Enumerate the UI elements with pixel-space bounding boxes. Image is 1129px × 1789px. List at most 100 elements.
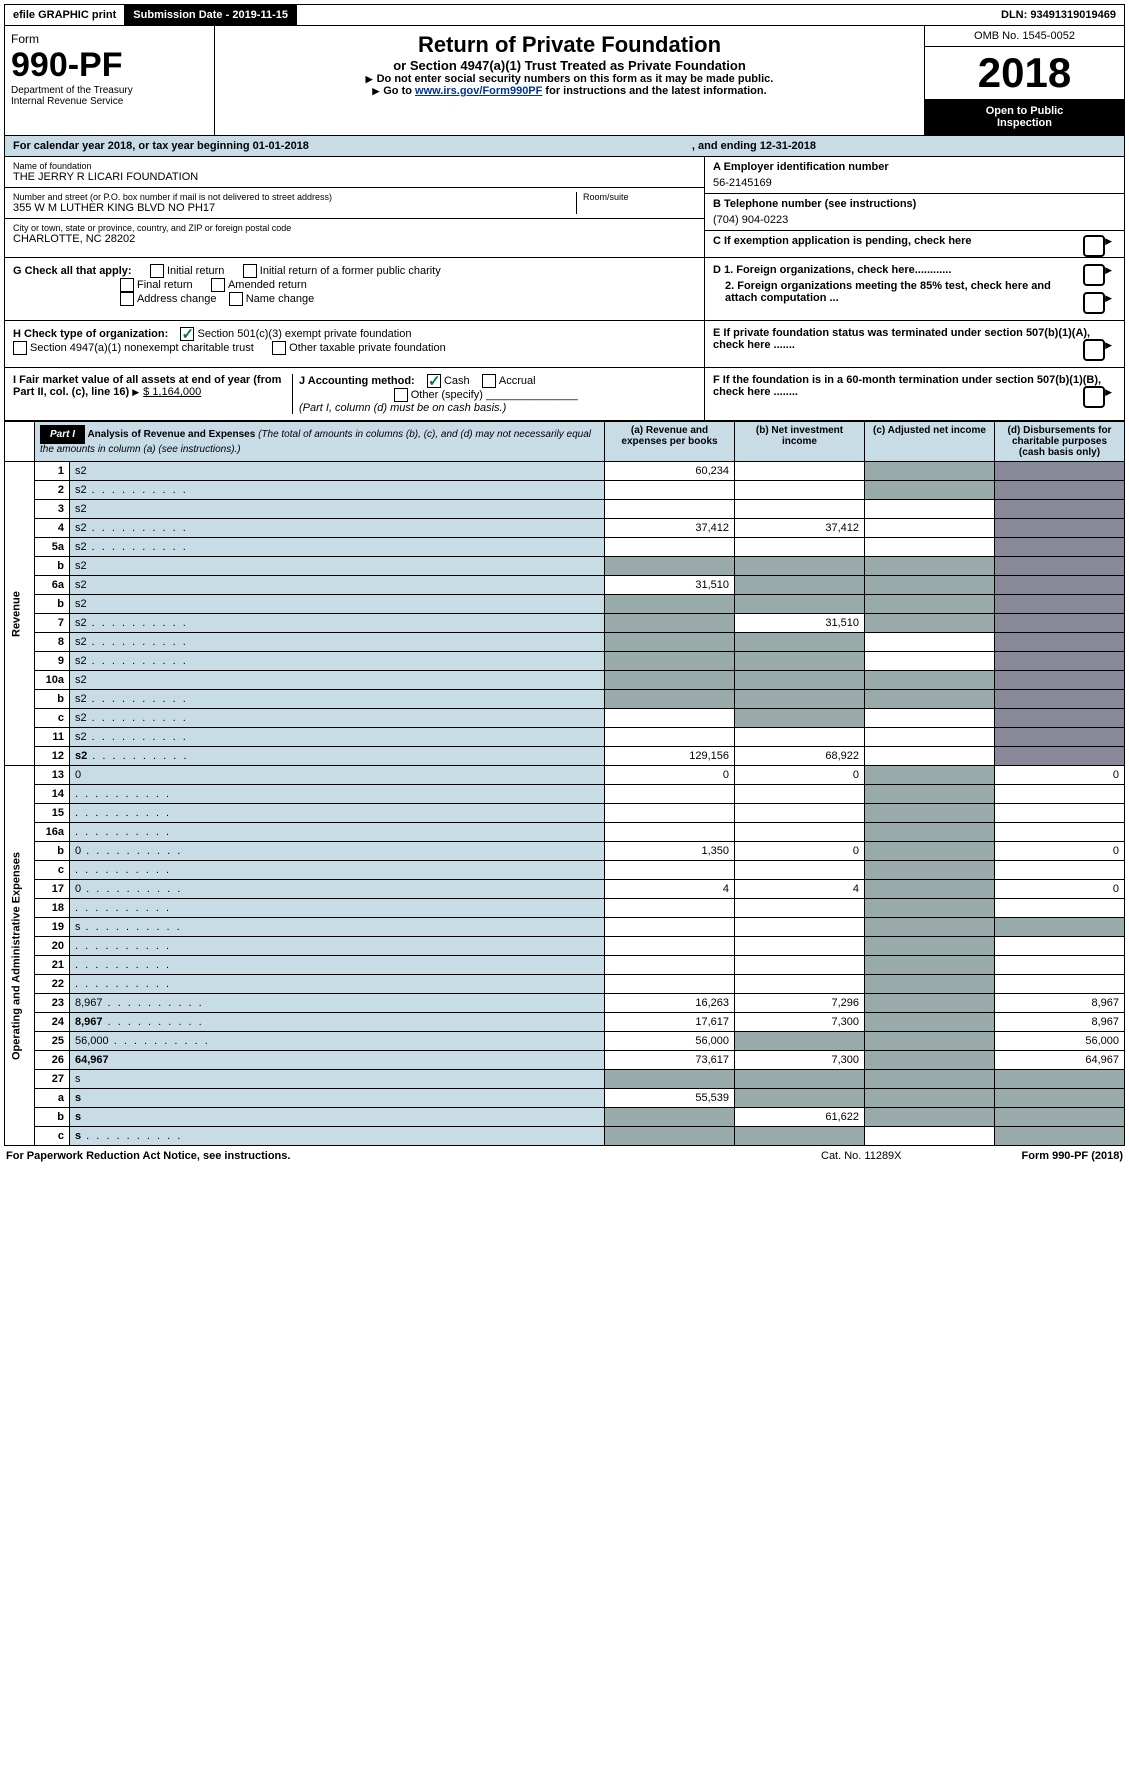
row-description: 0 (70, 842, 605, 861)
501c3-checkbox[interactable] (180, 327, 194, 341)
row-number: 23 (35, 994, 70, 1013)
section-i-j-row: I Fair market value of all assets at end… (4, 368, 1125, 421)
cell-a: 31,510 (605, 576, 735, 595)
cell-b (735, 500, 865, 519)
ein-label: A Employer identification number (713, 161, 1116, 173)
former-charity-checkbox[interactable] (243, 264, 257, 278)
row-number: 8 (35, 633, 70, 652)
cell-d: 8,967 (995, 994, 1125, 1013)
cell-d (995, 1070, 1125, 1089)
table-row: 2556,00056,00056,000 (5, 1032, 1125, 1051)
cell-c (865, 899, 995, 918)
table-row: 7s231,510 (5, 614, 1125, 633)
accrual-checkbox[interactable] (482, 374, 496, 388)
irs: Internal Revenue Service (11, 96, 208, 107)
row-number: b (35, 690, 70, 709)
cat-no: Cat. No. 11289X (821, 1150, 902, 1162)
d1-checkbox[interactable] (1083, 264, 1105, 286)
address-change-checkbox[interactable] (120, 292, 134, 306)
row-number: 20 (35, 937, 70, 956)
cell-b (735, 1089, 865, 1108)
cash-checkbox[interactable] (427, 374, 441, 388)
initial-return-checkbox[interactable] (150, 264, 164, 278)
cell-b (735, 462, 865, 481)
cell-b: 37,412 (735, 519, 865, 538)
table-row: 22 (5, 975, 1125, 994)
cell-c (865, 804, 995, 823)
row-number: 22 (35, 975, 70, 994)
row-number: 10a (35, 671, 70, 690)
row-description: 56,000 (70, 1032, 605, 1051)
name-label: Name of foundation (13, 161, 696, 171)
h-label: H Check type of organization: (13, 328, 168, 340)
row-number: b (35, 1108, 70, 1127)
name-change-checkbox[interactable] (229, 292, 243, 306)
cell-a: 16,263 (605, 994, 735, 1013)
table-row: 2664,96773,6177,30064,967 (5, 1051, 1125, 1070)
row-number: 1 (35, 462, 70, 481)
row-description: s2 (70, 538, 605, 557)
cell-c (865, 462, 995, 481)
part1-title: Analysis of Revenue and Expenses (87, 429, 255, 440)
form-link[interactable]: www.irs.gov/Form990PF (415, 85, 542, 97)
table-row: 14 (5, 785, 1125, 804)
row-number: 25 (35, 1032, 70, 1051)
4947-checkbox[interactable] (13, 341, 27, 355)
cell-d (995, 709, 1125, 728)
cell-a (605, 500, 735, 519)
cell-d (995, 576, 1125, 595)
submission-date: Submission Date - 2019-11-15 (125, 5, 297, 25)
cell-d (995, 481, 1125, 500)
row-description: s (70, 1127, 605, 1146)
cell-b: 31,510 (735, 614, 865, 633)
cell-b: 7,300 (735, 1051, 865, 1070)
table-row: 20 (5, 937, 1125, 956)
row-description: s2 (70, 519, 605, 538)
cell-d (995, 690, 1125, 709)
cell-a (605, 1127, 735, 1146)
f-checkbox[interactable] (1083, 386, 1105, 408)
row-description: s2 (70, 614, 605, 633)
cell-d (995, 633, 1125, 652)
row-description: s2 (70, 462, 605, 481)
efile-label: efile GRAPHIC print (5, 5, 125, 25)
exemption-checkbox[interactable] (1083, 235, 1105, 257)
row-description (70, 861, 605, 880)
phone-value: (704) 904-0223 (713, 210, 1116, 226)
cell-a (605, 1108, 735, 1127)
amended-return-checkbox[interactable] (211, 278, 225, 292)
cell-c (865, 823, 995, 842)
d2-checkbox[interactable] (1083, 292, 1105, 314)
cell-a (605, 557, 735, 576)
e-checkbox[interactable] (1083, 339, 1105, 361)
row-description (70, 937, 605, 956)
row-number: c (35, 709, 70, 728)
row-description (70, 823, 605, 842)
cell-a (605, 823, 735, 842)
cell-b: 4 (735, 880, 865, 899)
cell-c (865, 652, 995, 671)
cell-a (605, 481, 735, 500)
top-bar: efile GRAPHIC print Submission Date - 20… (4, 4, 1125, 26)
foundation-address: 355 W M LUTHER KING BLVD NO PH17 (13, 202, 576, 214)
cell-b: 7,296 (735, 994, 865, 1013)
foundation-city: CHARLOTTE, NC 28202 (13, 233, 696, 245)
other-taxable-checkbox[interactable] (272, 341, 286, 355)
cell-c (865, 975, 995, 994)
cell-c (865, 728, 995, 747)
table-row: c (5, 861, 1125, 880)
section-h-row: H Check type of organization: Section 50… (4, 321, 1125, 368)
row-number: 24 (35, 1013, 70, 1032)
table-row: cs (5, 1127, 1125, 1146)
row-description (70, 785, 605, 804)
row-description: s2 (70, 481, 605, 500)
cell-d (995, 519, 1125, 538)
final-return-checkbox[interactable] (120, 278, 134, 292)
exemption-label: C If exemption application is pending, c… (713, 235, 972, 247)
table-row: b01,35000 (5, 842, 1125, 861)
cell-d: 8,967 (995, 1013, 1125, 1032)
other-method-checkbox[interactable] (394, 388, 408, 402)
cell-b (735, 595, 865, 614)
e-label: E If private foundation status was termi… (713, 327, 1090, 351)
row-description (70, 975, 605, 994)
